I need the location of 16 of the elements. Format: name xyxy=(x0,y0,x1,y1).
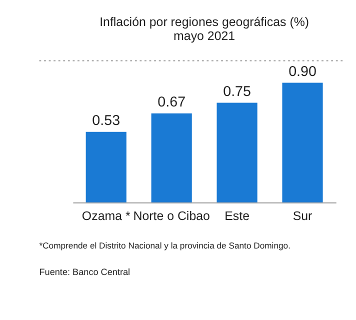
bar xyxy=(216,102,258,202)
x-tick-label: Sur xyxy=(292,209,312,224)
data-label: 0.90 xyxy=(288,64,316,80)
bar xyxy=(282,82,323,202)
bar xyxy=(151,113,192,202)
text: *Comprende el Distrito Nacional y la provincia de Santo Domingo. xyxy=(39,240,290,250)
data-label: 0.67 xyxy=(158,94,186,111)
x-tick-label: Ozama * xyxy=(82,209,130,224)
bar xyxy=(86,132,126,202)
x-tick-label: Este xyxy=(224,209,250,224)
data-label: 0.53 xyxy=(92,113,120,130)
data-label: 0.75 xyxy=(223,84,252,100)
chart-subtitle: mayo 2021 xyxy=(174,29,236,44)
chart-title: Inflación por regiones geográficas (%) xyxy=(100,14,310,29)
source-note: Fuente: Banco Central xyxy=(39,267,130,278)
x-tick-label: Norte o Cibao xyxy=(133,209,210,224)
